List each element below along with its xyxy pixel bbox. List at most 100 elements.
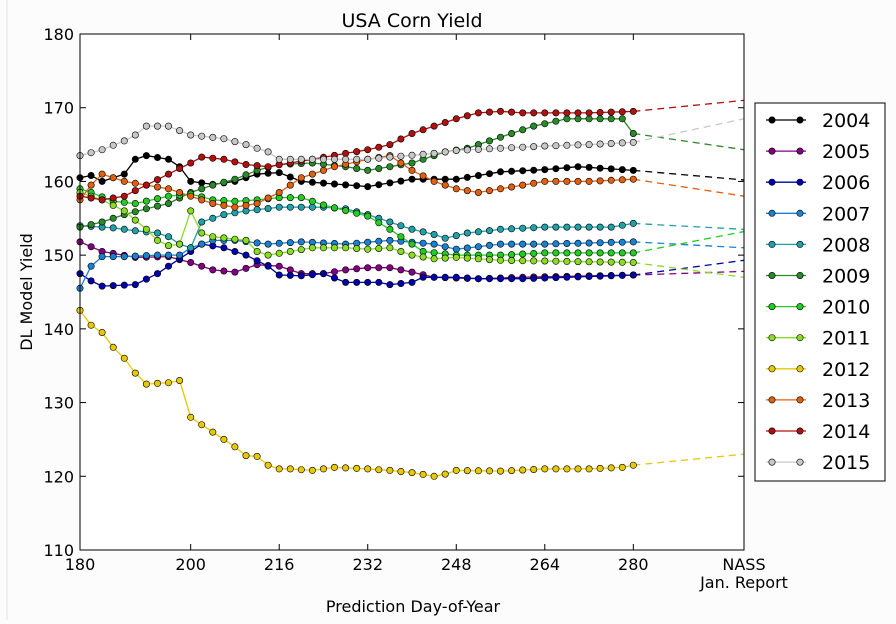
data-point (231, 443, 239, 451)
data-point (474, 172, 482, 180)
data-point (330, 163, 338, 171)
data-point (585, 109, 593, 117)
data-point (131, 216, 139, 224)
data-point (485, 170, 493, 178)
data-point (386, 163, 394, 171)
data-point (397, 248, 405, 256)
data-point (607, 258, 615, 266)
data-point (519, 143, 527, 151)
data-point (131, 281, 139, 289)
data-point (596, 258, 604, 266)
data-point (419, 273, 427, 281)
data-point (319, 166, 327, 174)
data-point (386, 281, 394, 289)
data-point (330, 244, 338, 252)
data-point (408, 240, 416, 248)
data-point (552, 109, 560, 117)
data-point (220, 201, 228, 209)
data-point (519, 250, 527, 258)
data-point (308, 271, 316, 279)
data-point (275, 239, 283, 247)
data-point (87, 321, 95, 329)
data-point (519, 126, 527, 134)
data-point (176, 376, 184, 384)
data-point (286, 155, 294, 163)
data-point (286, 248, 294, 256)
data-point (496, 133, 504, 141)
data-point (596, 115, 604, 123)
data-point (408, 175, 416, 183)
data-point (275, 249, 283, 257)
data-point (187, 413, 195, 421)
series-line-projection (633, 169, 745, 181)
data-point (220, 155, 228, 163)
data-point (530, 109, 538, 117)
data-point (463, 254, 471, 262)
data-point (319, 244, 327, 252)
data-point (330, 204, 338, 212)
data-point (242, 452, 250, 460)
data-point (508, 130, 516, 138)
data-point (397, 135, 405, 143)
data-point (275, 155, 283, 163)
data-point (364, 245, 372, 253)
data-point (463, 467, 471, 475)
data-point (176, 165, 184, 173)
legend-swatch-marker (768, 427, 776, 435)
data-point (496, 185, 504, 193)
data-point (286, 194, 294, 202)
data-point (275, 203, 283, 211)
data-point (452, 115, 460, 123)
data-point (220, 211, 228, 219)
y-tick-label: 180 (43, 25, 74, 44)
data-point (574, 239, 582, 247)
data-point (142, 275, 150, 283)
legend-swatch-marker (796, 271, 804, 279)
data-point (242, 141, 250, 149)
data-point (574, 223, 582, 231)
data-point (165, 262, 173, 270)
data-point (397, 159, 405, 167)
data-point (441, 254, 449, 262)
data-point (330, 155, 338, 163)
data-point (253, 257, 261, 265)
data-point (142, 152, 150, 160)
data-point (552, 165, 560, 173)
data-point (452, 273, 460, 281)
data-point (441, 234, 449, 242)
data-point (552, 240, 560, 248)
data-point (596, 164, 604, 172)
data-point (563, 240, 571, 248)
data-point (574, 115, 582, 123)
y-tick-label: 120 (43, 467, 74, 486)
legend-label: 2008 (822, 234, 870, 256)
data-point (519, 167, 527, 175)
data-point (253, 206, 261, 214)
data-point (596, 109, 604, 117)
data-point (596, 249, 604, 257)
data-point (308, 244, 316, 252)
data-point (286, 239, 294, 247)
data-point (452, 232, 460, 240)
legend-label: 2011 (822, 328, 870, 350)
data-point (397, 233, 405, 241)
data-point (508, 467, 516, 475)
legend-label: 2010 (822, 297, 870, 319)
data-point (353, 165, 361, 173)
data-point (629, 138, 637, 146)
data-point (364, 146, 372, 154)
data-point (607, 272, 615, 280)
legend: 2004 2005 2006 2007 2008 2009 2010 2011 2012 2013… (754, 102, 886, 482)
legend-swatch-marker (768, 209, 776, 217)
y-tick-label: 140 (43, 320, 74, 339)
legend-swatch-marker (768, 365, 776, 373)
data-point (496, 240, 504, 248)
data-point (474, 228, 482, 236)
data-point (463, 229, 471, 237)
data-point (342, 149, 350, 157)
data-point (375, 245, 383, 253)
data-point (165, 170, 173, 178)
data-point (463, 112, 471, 120)
data-point (552, 257, 560, 265)
legend-label: 2012 (822, 359, 870, 381)
